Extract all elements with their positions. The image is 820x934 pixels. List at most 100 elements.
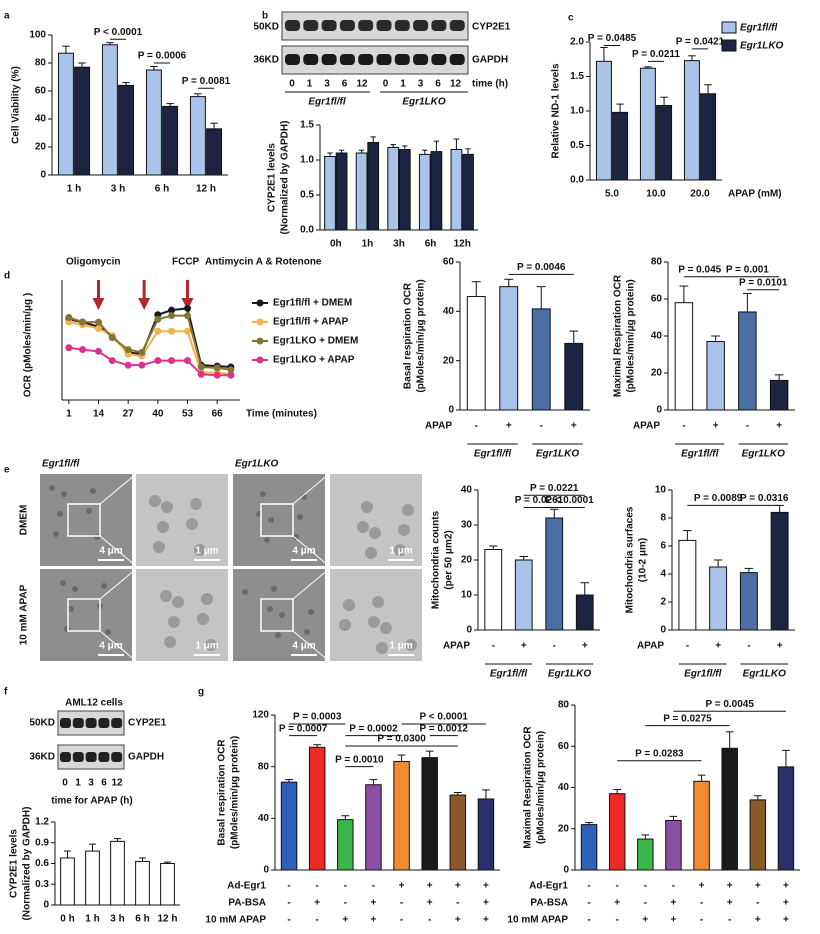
- legend-label: Egr1LKO + DMEM: [273, 336, 358, 347]
- bar: [499, 286, 519, 411]
- legend-label: Egr1LKO: [740, 41, 784, 52]
- y-tick-label: 0.0: [570, 175, 584, 186]
- panel-letter: f: [4, 687, 8, 698]
- y-axis-label: (per 50 μm2): [444, 530, 455, 589]
- y-axis-label: Basal respiration OCR: [217, 739, 228, 846]
- panel-letter: a: [4, 11, 10, 22]
- row-sign: -: [587, 898, 590, 909]
- y-tick-label: 0: [660, 625, 666, 636]
- organelle: [394, 544, 406, 556]
- row-sign: -: [587, 881, 590, 892]
- organelle: [160, 590, 172, 602]
- bar: [355, 152, 368, 231]
- bar: [60, 857, 75, 906]
- label: 50KD: [29, 718, 55, 729]
- organelle: [357, 521, 369, 533]
- row-sign: +: [727, 898, 733, 909]
- y-tick-label: 1.2: [35, 817, 49, 828]
- x-tick-label: 0 h: [60, 914, 74, 925]
- y-tick-label: 6: [660, 541, 666, 552]
- scale-label: 4 μm: [99, 546, 122, 557]
- label: 6: [342, 79, 348, 90]
- p-value: P = 0.0007: [279, 723, 328, 734]
- arrow-head: [92, 298, 105, 310]
- p-value: P = 0.0485: [588, 33, 637, 44]
- bar: [421, 757, 438, 871]
- bar: [545, 517, 564, 631]
- x-tick-label: 1: [66, 409, 72, 420]
- group-label: Egr1LKO: [548, 669, 592, 680]
- y-tick-label: 0: [466, 625, 472, 636]
- bar: [612, 111, 629, 181]
- label: 0: [289, 79, 295, 90]
- organelle: [197, 613, 209, 625]
- bar: [110, 840, 125, 906]
- y-axis-label: Mitochondria surfaces: [625, 506, 636, 613]
- legend-swatch: [721, 21, 737, 34]
- zoom-box: [67, 503, 101, 537]
- annotation: Antimycin A & Rotenone: [205, 257, 322, 268]
- row-sign: -: [682, 421, 685, 432]
- row-sign: +: [371, 915, 377, 926]
- organelle: [293, 534, 299, 540]
- bar: [656, 104, 673, 181]
- point: [197, 370, 205, 378]
- bar: [206, 128, 223, 176]
- p-value: P = 0.045: [678, 264, 721, 275]
- y-axis-label: Mitochondria counts: [431, 510, 442, 609]
- bar: [335, 152, 348, 231]
- bar: [769, 379, 789, 411]
- y-tick-label: 0: [563, 865, 569, 876]
- bar: [693, 780, 710, 871]
- organelle: [90, 488, 96, 494]
- bar: [74, 66, 91, 176]
- zoom-line: [292, 473, 330, 505]
- blot-band: [431, 54, 447, 65]
- bar: [637, 838, 654, 871]
- y-tick-label: 60: [651, 294, 663, 305]
- y-tick-label: 2: [660, 597, 666, 608]
- row-sign: -: [287, 881, 290, 892]
- bar: [387, 146, 400, 231]
- bar: [484, 549, 503, 631]
- legend-label: Egr1LKO + APAP: [273, 355, 355, 366]
- organelle: [297, 514, 303, 520]
- row-sign: +: [783, 881, 789, 892]
- y-axis-label: (Normalized by GAPDH): [280, 121, 291, 235]
- y-tick-label: 1.5: [300, 120, 314, 131]
- organelle: [201, 593, 213, 605]
- legend-marker: [256, 337, 264, 345]
- x-tick-label: 3h: [393, 239, 405, 250]
- zoom-box: [260, 503, 294, 537]
- x-tick-label: 66: [212, 409, 224, 420]
- row-sign: -: [686, 641, 689, 652]
- organelle: [149, 495, 161, 507]
- zoom-line: [99, 473, 137, 505]
- bar: [162, 105, 179, 176]
- point: [108, 357, 116, 365]
- row-sign: -: [456, 898, 459, 909]
- bar: [367, 142, 380, 231]
- bar: [683, 60, 700, 181]
- bar: [770, 511, 789, 631]
- y-tick-label: 40: [443, 306, 455, 317]
- point: [124, 346, 132, 354]
- point: [168, 306, 176, 314]
- blot-band: [111, 752, 123, 762]
- row-sign: +: [642, 915, 648, 926]
- label: GAPDH: [472, 55, 508, 66]
- row-sign: +: [727, 881, 733, 892]
- organelle: [275, 632, 281, 638]
- zoom-line: [99, 568, 137, 600]
- row-label: Ad-Egr1: [529, 881, 568, 892]
- y-tick-label: 60: [558, 741, 570, 752]
- y-tick-label: 40: [35, 114, 47, 125]
- x-tick-label: 12 h: [196, 184, 216, 195]
- point: [184, 312, 192, 320]
- label: time (h): [472, 79, 508, 90]
- organelle: [94, 534, 100, 540]
- zoom-box: [260, 598, 294, 632]
- micrograph: [233, 474, 325, 566]
- zoom-box: [67, 598, 101, 632]
